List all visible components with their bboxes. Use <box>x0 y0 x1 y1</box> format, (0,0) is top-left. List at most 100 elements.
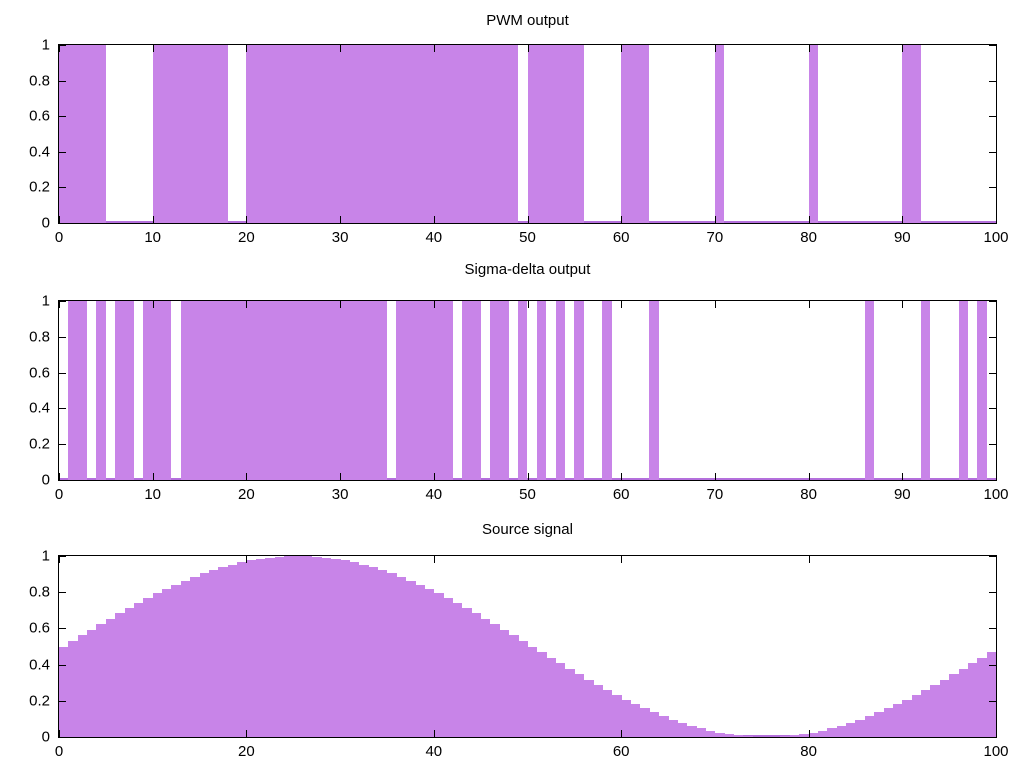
signal-step-bar <box>696 728 706 737</box>
x-tick-mark <box>433 216 435 223</box>
y-tick-mark <box>989 187 996 189</box>
signal-step-bar <box>199 573 210 737</box>
x-tick-label: 80 <box>800 743 817 760</box>
signal-step-bar <box>152 593 163 737</box>
x-tick-mark <box>808 301 810 308</box>
signal-step-bar <box>237 562 247 737</box>
x-tick-label: 60 <box>612 229 630 246</box>
x-tick-mark <box>996 473 997 480</box>
signal-zero-line <box>59 221 996 223</box>
y-tick-label: 0.8 <box>29 583 50 601</box>
signal-step-bar <box>846 722 856 737</box>
signal-fill-layer <box>59 301 996 480</box>
signal-step-bar <box>817 730 828 737</box>
x-tick-mark <box>714 473 716 480</box>
pulse-fill <box>536 301 547 480</box>
signal-step-bar <box>527 646 538 737</box>
y-tick-mark <box>59 187 66 189</box>
signal-step-bar <box>302 556 313 737</box>
signal-step-bar <box>555 663 566 737</box>
signal-step-bar <box>827 728 838 737</box>
x-tick-mark <box>527 45 529 52</box>
signal-step-bar <box>583 679 594 737</box>
x-tick-label: 10 <box>144 229 162 246</box>
x-tick-mark <box>996 45 997 52</box>
signal-step-bar <box>265 557 275 737</box>
y-tick-mark <box>989 408 996 410</box>
x-tick-mark <box>152 45 154 52</box>
x-tick-mark <box>902 45 904 52</box>
y-tick-mark <box>989 592 996 594</box>
x-tick-mark <box>902 301 904 308</box>
x-tick-mark <box>246 216 248 223</box>
pulse-fill <box>246 45 519 223</box>
pulse-fill <box>59 45 106 223</box>
signal-step-bar <box>958 669 969 737</box>
x-tick-mark <box>246 730 248 737</box>
x-tick-mark <box>808 45 810 52</box>
x-tick-label: 30 <box>331 229 349 246</box>
chart-title-source-signal: Source signal <box>482 521 573 538</box>
x-tick-mark <box>996 216 997 223</box>
x-tick-mark <box>152 301 154 308</box>
signal-step-bar <box>593 685 603 737</box>
signal-step-bar <box>705 730 716 737</box>
y-tick-mark <box>59 80 66 82</box>
y-tick-label: 0.4 <box>29 399 50 417</box>
signal-step-bar <box>68 640 79 737</box>
signal-step-bar <box>105 618 116 737</box>
signal-step-bar <box>714 732 725 737</box>
y-tick-mark <box>989 700 996 702</box>
x-tick-label: 90 <box>893 229 911 246</box>
signal-step-bar <box>930 685 941 737</box>
y-tick-mark <box>989 151 996 153</box>
x-tick-mark <box>433 556 435 563</box>
x-tick-mark <box>714 216 716 223</box>
x-tick-mark <box>808 473 810 480</box>
signal-step-bar <box>630 704 641 737</box>
pulse-fill <box>396 301 453 480</box>
y-tick-label: 1 <box>41 292 50 310</box>
y-tick-label: 0.4 <box>29 143 50 161</box>
signal-step-bar <box>564 669 575 737</box>
y-tick-mark <box>989 45 996 46</box>
x-tick-mark <box>59 216 60 223</box>
x-tick-label: 60 <box>612 743 630 760</box>
signal-step-bar <box>77 635 88 737</box>
y-tick-mark <box>59 151 66 153</box>
x-tick-mark <box>59 473 60 480</box>
y-tick-label: 0.8 <box>29 328 50 346</box>
pulse-fill <box>574 301 584 480</box>
signal-step-bar <box>480 618 491 737</box>
signal-step-bar <box>686 725 697 737</box>
x-tick-mark <box>527 216 529 223</box>
pulse-fill <box>461 301 481 480</box>
signal-step-bar <box>883 708 894 737</box>
pulse-fill <box>143 301 172 480</box>
signal-step-bar <box>340 560 350 737</box>
pulse-fill <box>649 301 659 480</box>
signal-step-bar <box>911 695 922 737</box>
y-tick-label: 0.2 <box>29 178 50 196</box>
x-tick-label: 40 <box>425 229 443 246</box>
signal-step-bar <box>986 652 996 737</box>
x-tick-mark <box>246 473 248 480</box>
y-tick-mark <box>59 737 66 738</box>
y-tick-label: 0.2 <box>29 435 50 453</box>
x-tick-label: 90 <box>893 486 911 503</box>
signal-step-bar <box>808 732 819 737</box>
y-tick-mark <box>989 116 996 118</box>
x-tick-mark <box>621 730 623 737</box>
signal-step-bar <box>358 564 369 737</box>
x-tick-label: 0 <box>54 743 64 760</box>
signal-step-bar <box>255 558 266 737</box>
signal-step-bar <box>733 735 744 737</box>
x-tick-label: 50 <box>519 229 536 246</box>
y-tick-mark <box>59 556 66 557</box>
y-tick-mark <box>989 336 996 338</box>
y-tick-label: 0 <box>41 214 50 232</box>
x-tick-mark <box>527 301 529 308</box>
signal-step-bar <box>59 646 69 737</box>
signal-step-bar <box>902 699 913 737</box>
signal-step-bar <box>621 699 632 737</box>
